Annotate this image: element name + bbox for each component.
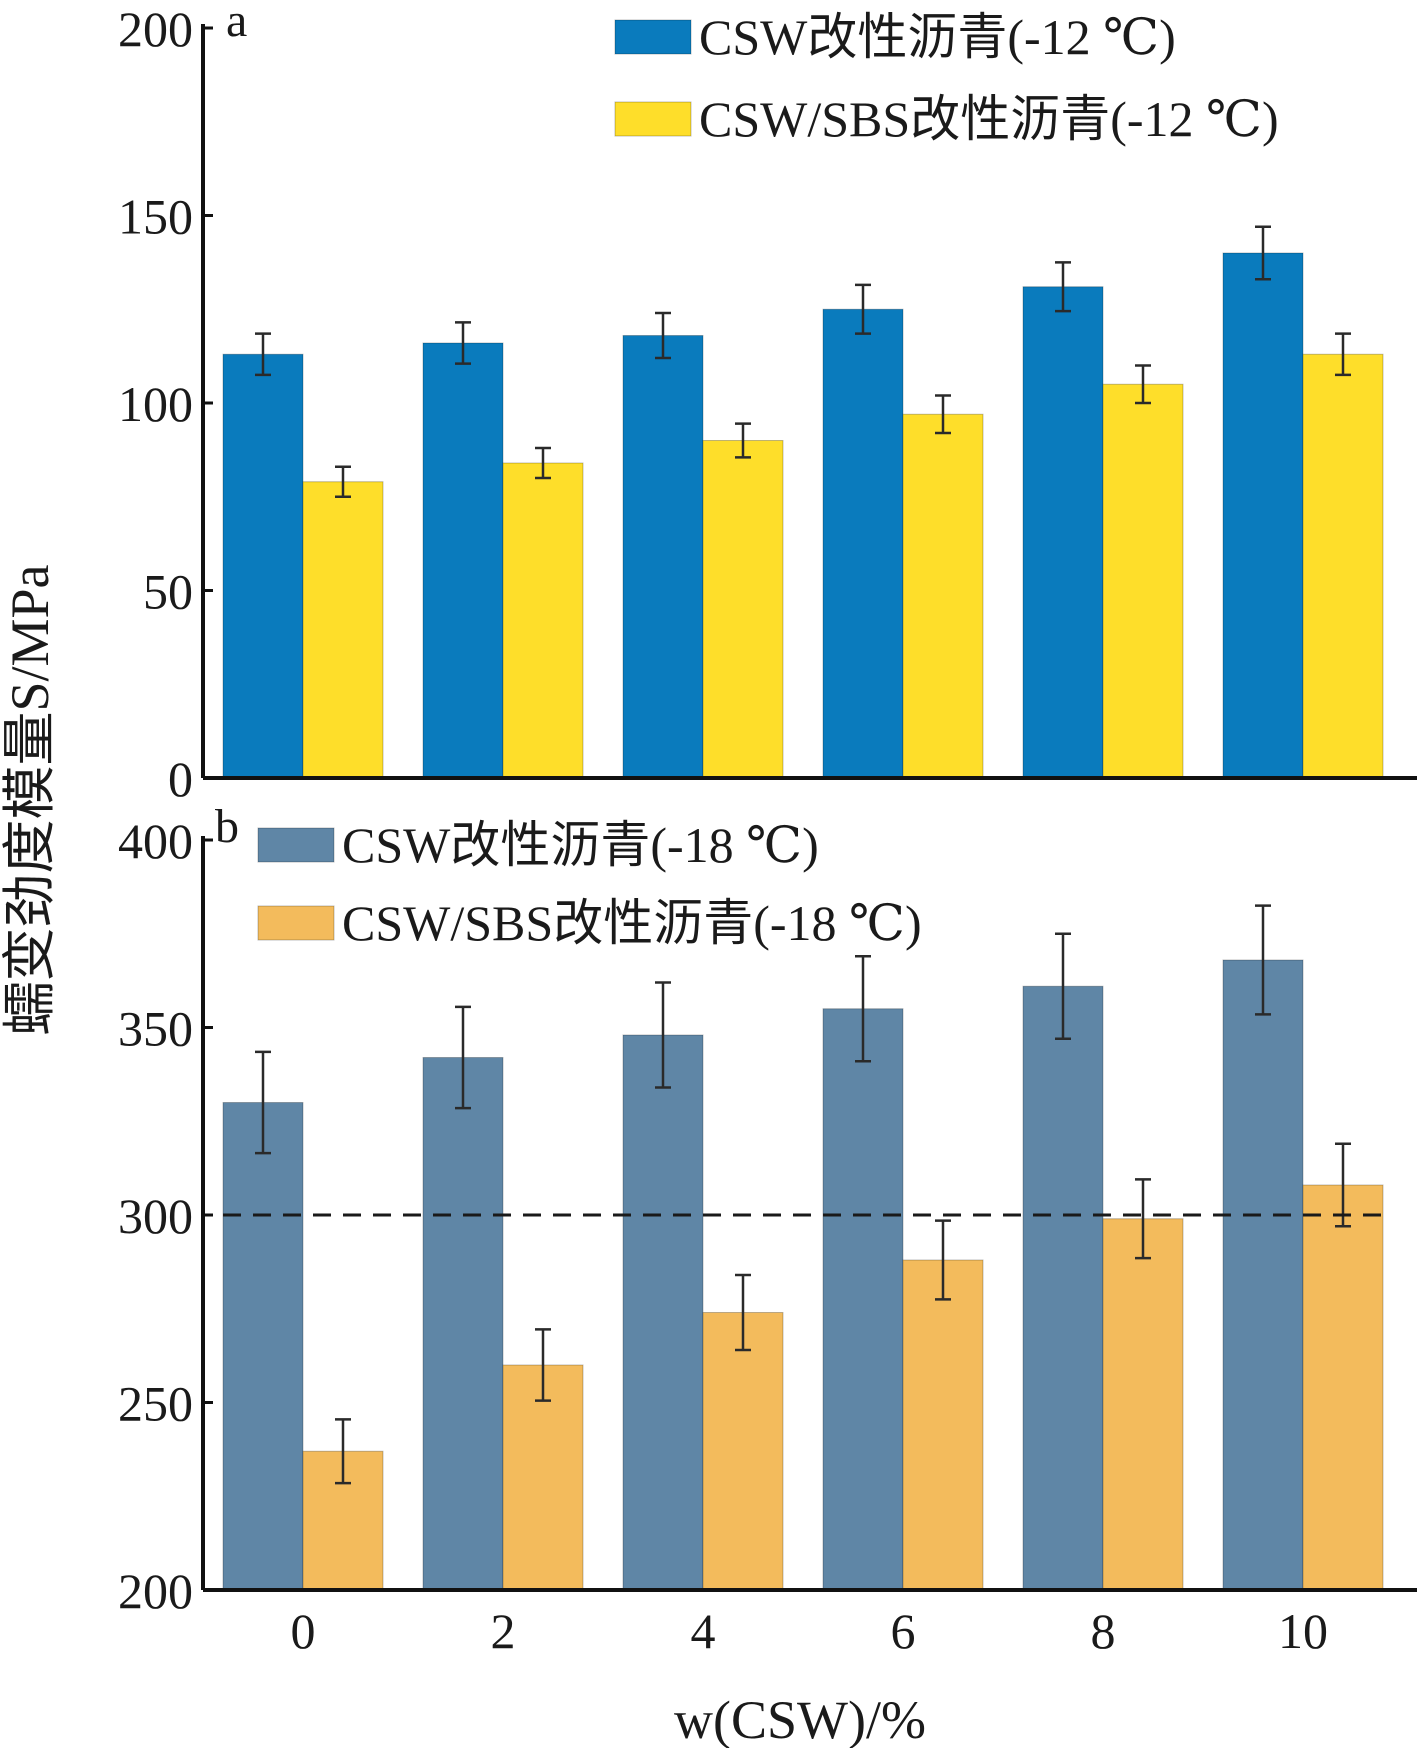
legend-swatch-panel-a-s0 xyxy=(614,19,692,55)
bar-panel-b-s1-8 xyxy=(1102,1218,1184,1591)
x-tick-label-4: 4 xyxy=(691,1603,716,1659)
y-tick-label-panel-b-250: 250 xyxy=(118,1376,193,1432)
panel-letter-b: b xyxy=(215,800,239,853)
legend-label-panel-a-s1: CSW/SBS改性沥青(-12 ℃) xyxy=(699,91,1279,147)
bar-panel-a-s1-10 xyxy=(1302,353,1384,779)
bar-panel-a-s0-0 xyxy=(222,353,304,779)
y-tick-label-panel-a-0: 0 xyxy=(168,751,193,807)
y-axis-title: 蠕变劲度模量S/MPa xyxy=(0,564,60,1035)
bar-panel-b-s1-2 xyxy=(502,1364,584,1591)
x-axis-title: w(CSW)/% xyxy=(674,1690,926,1748)
y-tick-label-panel-b-200: 200 xyxy=(118,1563,193,1619)
legend-label-panel-b-s1: CSW/SBS改性沥青(-18 ℃) xyxy=(342,895,922,951)
x-tick-label-6: 6 xyxy=(891,1603,916,1659)
bar-panel-a-s0-6 xyxy=(822,308,904,779)
x-tick-label-0: 0 xyxy=(291,1603,316,1659)
legend-label-panel-b-s0: CSW改性沥青(-18 ℃) xyxy=(342,817,819,873)
bar-panel-b-s0-10 xyxy=(1222,959,1304,1591)
y-tick-label-panel-a-150: 150 xyxy=(118,189,193,245)
bar-panel-a-s1-0 xyxy=(302,481,384,779)
bar-panel-a-s0-10 xyxy=(1222,252,1304,779)
y-tick-label-panel-b-400: 400 xyxy=(118,813,193,869)
bar-panel-a-s1-4 xyxy=(702,440,784,779)
bar-panel-a-s0-2 xyxy=(422,342,504,779)
bar-panel-b-s0-2 xyxy=(422,1057,504,1591)
bar-panel-a-s1-2 xyxy=(502,462,584,779)
x-tick-label-2: 2 xyxy=(491,1603,516,1659)
bar-panel-a-s1-6 xyxy=(902,413,984,779)
bar-panel-b-s0-4 xyxy=(622,1034,704,1591)
bar-panel-a-s0-4 xyxy=(622,335,704,779)
x-tick-label-8: 8 xyxy=(1091,1603,1116,1659)
y-tick-label-panel-b-300: 300 xyxy=(118,1188,193,1244)
bar-panel-b-s0-6 xyxy=(822,1008,904,1591)
y-tick-label-panel-a-200: 200 xyxy=(118,1,193,57)
bar-panel-b-s0-8 xyxy=(1022,985,1104,1591)
bar-panel-a-s1-8 xyxy=(1102,383,1184,779)
legend-label-panel-a-s0: CSW改性沥青(-12 ℃) xyxy=(699,9,1176,65)
y-tick-label-panel-a-50: 50 xyxy=(143,564,193,620)
y-tick-label-panel-b-350: 350 xyxy=(118,1001,193,1057)
legend-swatch-panel-b-s1 xyxy=(257,905,335,941)
bar-panel-b-s0-0 xyxy=(222,1102,304,1591)
bar-panel-b-s1-4 xyxy=(702,1312,784,1591)
x-tick-label-10: 10 xyxy=(1278,1603,1328,1659)
legend-swatch-panel-a-s1 xyxy=(614,101,692,137)
bar-panel-b-s1-6 xyxy=(902,1259,984,1591)
bar-panel-b-s1-10 xyxy=(1302,1184,1384,1591)
y-tick-label-panel-a-100: 100 xyxy=(118,376,193,432)
panel-letter-a: a xyxy=(226,0,247,47)
bar-panel-a-s0-8 xyxy=(1022,286,1104,779)
legend-swatch-panel-b-s0 xyxy=(257,827,335,863)
